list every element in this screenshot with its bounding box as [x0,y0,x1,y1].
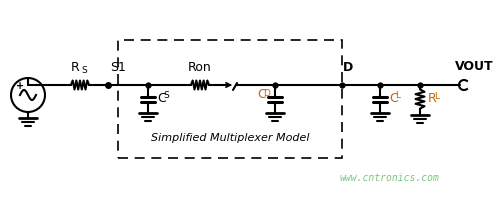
Text: Ron: Ron [188,61,212,74]
Bar [118,40,342,158]
Text: L: L [395,91,400,100]
Text: S: S [81,66,87,75]
Text: C: C [257,88,266,102]
Text: Simplified Multiplexer Model: Simplified Multiplexer Model [151,133,309,143]
Text: VOUT: VOUT [455,60,494,73]
Text: D: D [343,61,353,74]
Text: R: R [70,61,79,74]
Text: C: C [157,92,166,104]
Text: L: L [434,92,439,101]
Text: www.cntronics.com: www.cntronics.com [340,173,440,183]
Text: S1: S1 [110,61,126,74]
Text: R: R [428,92,437,104]
Text: D: D [263,89,270,98]
Text: C: C [389,92,398,104]
Text: S: S [163,91,169,100]
Text: +: + [16,81,24,91]
